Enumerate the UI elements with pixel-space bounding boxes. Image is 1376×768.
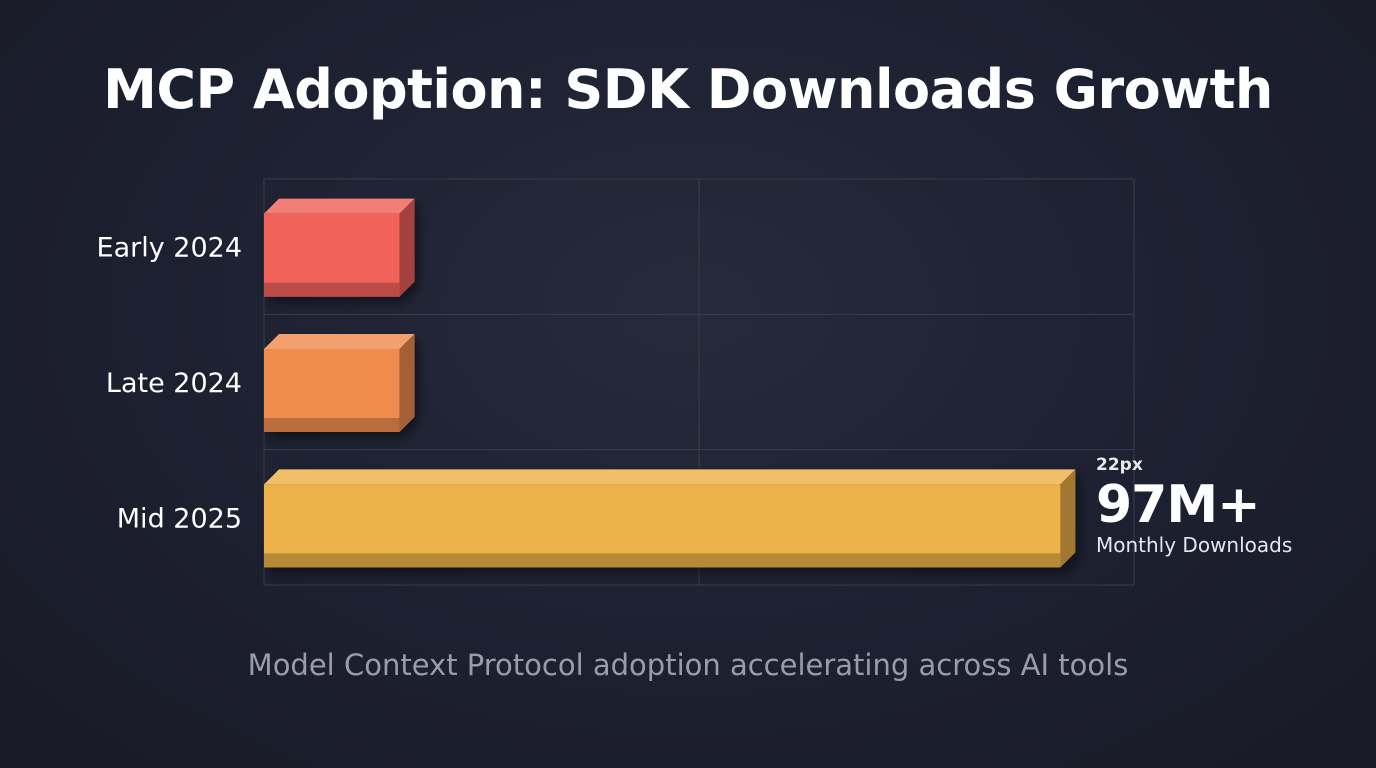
bar-side-face bbox=[1060, 469, 1076, 568]
bar-top-face bbox=[264, 198, 415, 214]
bar-bottom-edge bbox=[264, 553, 1061, 568]
callout-value: 97M+ bbox=[1096, 475, 1261, 535]
bar-3 bbox=[264, 469, 1076, 568]
bars-group bbox=[264, 198, 1076, 568]
category-label: Mid 2025 bbox=[117, 503, 242, 534]
bar-bottom-edge bbox=[264, 282, 400, 297]
bar-2 bbox=[264, 334, 415, 432]
bar-bottom-edge bbox=[264, 418, 400, 432]
bar-1 bbox=[264, 198, 415, 297]
callout-small-text: 22px bbox=[1096, 455, 1143, 475]
chart-subtitle: Model Context Protocol adoption accelera… bbox=[247, 648, 1129, 682]
category-label: Late 2024 bbox=[106, 368, 242, 399]
bar-top-face bbox=[264, 334, 415, 349]
category-label: Early 2024 bbox=[97, 233, 242, 264]
bar-side-face bbox=[399, 334, 415, 432]
bar-side-face bbox=[399, 198, 415, 297]
chart-title: MCP Adoption: SDK Downloads Growth bbox=[103, 58, 1273, 121]
value-callout: 22px 97M+ Monthly Downloads bbox=[1096, 455, 1292, 557]
callout-label: Monthly Downloads bbox=[1096, 533, 1293, 557]
bar-top-face bbox=[264, 469, 1076, 485]
category-labels: Early 2024 Late 2024 Mid 2025 bbox=[97, 233, 242, 535]
